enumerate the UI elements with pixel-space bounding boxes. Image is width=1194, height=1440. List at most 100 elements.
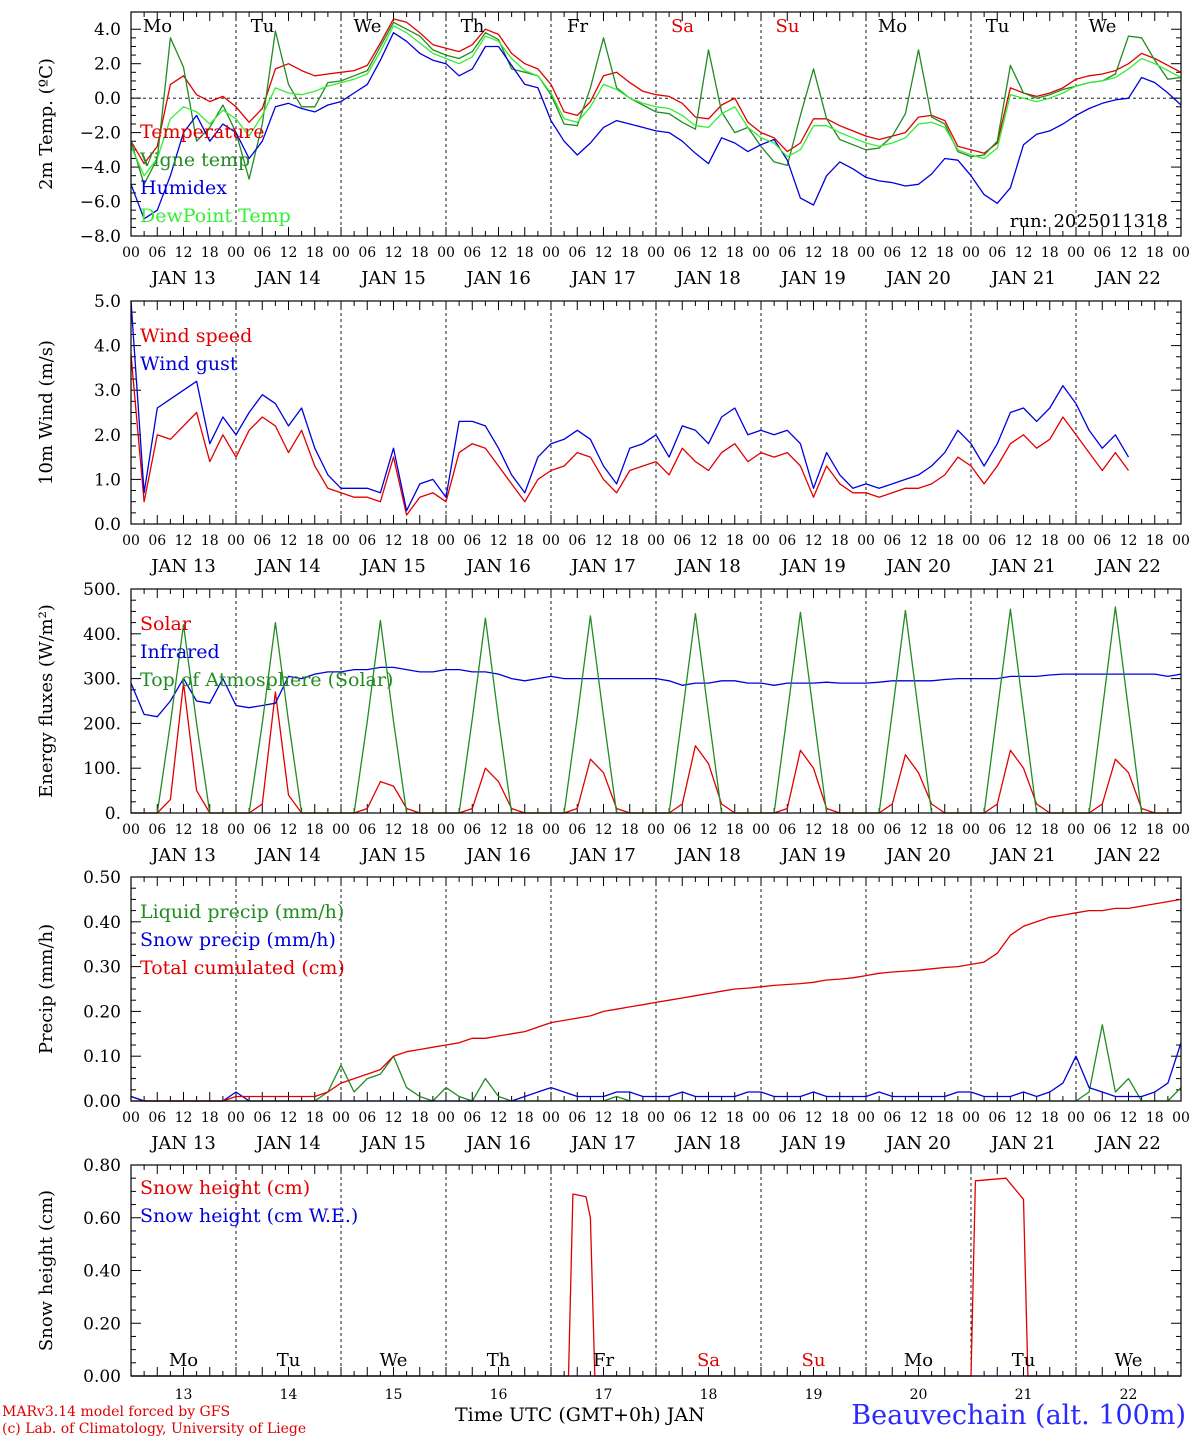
legend-entry: DewPoint Temp <box>140 205 291 227</box>
hour-tick-label: 12 <box>910 245 928 261</box>
hour-tick-label: 06 <box>673 822 691 838</box>
hour-tick-label: 18 <box>726 1110 744 1126</box>
y-tick-label: 3.0 <box>94 381 121 401</box>
hour-tick-label: 00 <box>122 245 140 261</box>
weekday-label: Tu <box>277 1350 301 1371</box>
hour-tick-label: 00 <box>437 533 455 549</box>
hour-tick-label: 12 <box>910 1110 928 1126</box>
hour-tick-label: 18 <box>936 533 954 549</box>
legend-entry: Liquid precip (mm/h) <box>140 901 344 923</box>
hour-tick-label: 12 <box>910 533 928 549</box>
y-tick-label: 0.20 <box>83 1002 121 1022</box>
hour-tick-label: 06 <box>253 533 271 549</box>
date-label: JAN 14 <box>254 1133 321 1154</box>
date-label: JAN 13 <box>149 268 216 289</box>
hour-tick-label: 06 <box>568 533 586 549</box>
legend-entry: Solar <box>140 613 192 635</box>
y-tick-label: 0.30 <box>83 958 121 978</box>
series-line-3-2 <box>130 666 1182 718</box>
hour-tick-label: 00 <box>437 1110 455 1126</box>
hour-tick-label: 12 <box>1120 245 1138 261</box>
date-label: JAN 20 <box>884 556 951 577</box>
hour-tick-label: 12 <box>595 533 613 549</box>
plot-frame <box>130 300 1182 525</box>
date-label: JAN 19 <box>779 268 846 289</box>
date-label: JAN 22 <box>1094 1133 1161 1154</box>
y-tick-label: 0.00 <box>83 1367 121 1387</box>
weekday-label: We <box>380 1350 408 1371</box>
date-label: JAN 22 <box>1094 268 1161 289</box>
hour-tick-label: 18 <box>831 822 849 838</box>
hour-tick-label: 00 <box>647 1110 665 1126</box>
hour-tick-label: 18 <box>936 822 954 838</box>
y-tick-label: 4.0 <box>94 337 121 357</box>
day-number-label: 14 <box>280 1387 298 1403</box>
hour-tick-label: 18 <box>831 1110 849 1126</box>
hour-tick-label: 00 <box>857 822 875 838</box>
hour-tick-label: 00 <box>962 533 980 549</box>
hour-tick-label: 18 <box>1041 1110 1059 1126</box>
hour-tick-label: 06 <box>1093 533 1111 549</box>
hour-tick-label: 12 <box>175 245 193 261</box>
hour-tick-label: 12 <box>595 245 613 261</box>
hour-tick-label: 18 <box>831 245 849 261</box>
date-label: JAN 16 <box>464 556 531 577</box>
y-tick-label: 0.0 <box>94 89 121 109</box>
hour-tick-label: 18 <box>516 822 534 838</box>
series-line-1-1 <box>130 18 1182 165</box>
hour-tick-label: 18 <box>621 533 639 549</box>
hour-tick-label: 06 <box>1093 245 1111 261</box>
hour-tick-label: 06 <box>568 822 586 838</box>
hour-tick-label: 18 <box>726 533 744 549</box>
date-label: JAN 18 <box>674 268 741 289</box>
y-tick-label: −4.0 <box>80 158 121 178</box>
hour-tick-label: 12 <box>490 822 508 838</box>
weekday-label: Sa <box>697 1350 720 1371</box>
hour-tick-label: 12 <box>385 822 403 838</box>
day-number-label: 19 <box>805 1387 823 1403</box>
hour-tick-label: 00 <box>122 822 140 838</box>
hour-tick-label: 06 <box>253 822 271 838</box>
y-axis-label: 2m Temp. (ºC) <box>36 58 57 190</box>
hour-tick-label: 12 <box>805 245 823 261</box>
hour-tick-label: 06 <box>673 245 691 261</box>
hour-tick-label: 00 <box>542 822 560 838</box>
hour-tick-label: 06 <box>883 533 901 549</box>
hour-tick-label: 00 <box>962 1110 980 1126</box>
y-axis-label: Precip (mm/h) <box>36 924 57 1054</box>
hour-tick-label: 00 <box>752 533 770 549</box>
y-tick-label: 500. <box>83 580 121 600</box>
hour-tick-label: 12 <box>280 1110 298 1126</box>
hour-tick-label: 06 <box>463 245 481 261</box>
y-tick-label: 200. <box>83 714 121 734</box>
hour-tick-label: 12 <box>700 822 718 838</box>
hour-tick-label: 12 <box>910 822 928 838</box>
hour-tick-label: 12 <box>595 822 613 838</box>
day-number-label: 13 <box>175 1387 193 1403</box>
hour-tick-label: 18 <box>621 822 639 838</box>
hour-tick-label: 00 <box>227 822 245 838</box>
hour-tick-label: 12 <box>700 245 718 261</box>
run-label: run: 2025011318 <box>1010 211 1168 232</box>
date-label: JAN 16 <box>464 845 531 866</box>
hour-tick-label: 18 <box>201 1110 219 1126</box>
hour-tick-label: 06 <box>463 822 481 838</box>
date-label: JAN 18 <box>674 845 741 866</box>
y-tick-label: 5.0 <box>94 292 121 312</box>
hour-tick-label: 06 <box>148 245 166 261</box>
hour-tick-label: 12 <box>385 533 403 549</box>
date-label: JAN 13 <box>149 1133 216 1154</box>
hour-tick-label: 00 <box>227 1110 245 1126</box>
hour-tick-label: 00 <box>962 245 980 261</box>
y-axis-label: 10m Wind (m/s) <box>36 340 57 485</box>
weekday-label: Tu <box>1012 1350 1036 1371</box>
hour-tick-label: 12 <box>280 533 298 549</box>
day-number-label: 18 <box>700 1387 718 1403</box>
hour-tick-label: 12 <box>595 1110 613 1126</box>
hour-tick-label: 00 <box>647 533 665 549</box>
date-label: JAN 19 <box>779 1133 846 1154</box>
date-label: JAN 22 <box>1094 845 1161 866</box>
hour-tick-label: 06 <box>673 533 691 549</box>
y-tick-label: 2.0 <box>94 426 121 446</box>
date-label: JAN 17 <box>569 556 636 577</box>
